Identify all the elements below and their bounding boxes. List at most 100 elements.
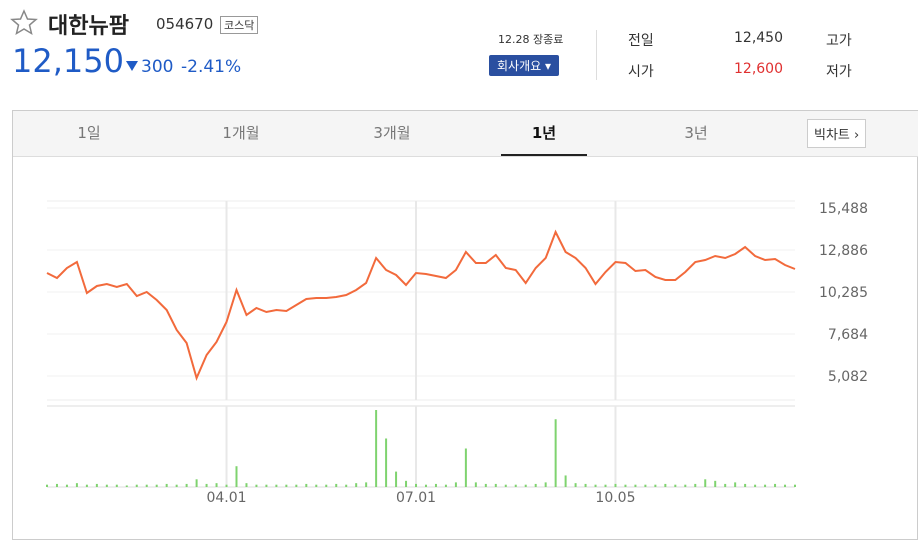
volume-bar <box>185 483 188 487</box>
volume-bar <box>744 483 747 487</box>
volume-bar <box>175 484 178 487</box>
volume-bar <box>145 484 148 487</box>
volume-bar <box>265 484 268 487</box>
period-tab[interactable]: 1일 <box>77 124 101 142</box>
volume-bar <box>405 480 408 487</box>
x-tick-label: 04.01 <box>206 490 246 506</box>
volume-bar <box>464 448 467 487</box>
volume-bar <box>614 483 617 487</box>
price-line <box>46 229 796 381</box>
volume-bar <box>454 482 457 487</box>
volume-bar <box>385 438 388 487</box>
volume-bar <box>574 483 577 487</box>
price-change: 300 <box>141 57 174 77</box>
volume-bar <box>474 482 477 487</box>
big-chart-button[interactable]: 빅차트 › <box>807 119 867 148</box>
volume-bar <box>85 484 88 487</box>
volume-bar <box>295 484 298 487</box>
volume-bar <box>764 484 767 487</box>
volume-bar <box>315 484 318 487</box>
volume-bar <box>75 483 78 487</box>
open-value: 12,600 <box>734 61 783 77</box>
volume-bar <box>165 483 168 487</box>
volume-bar <box>714 480 717 487</box>
period-tab[interactable]: 1년 <box>531 124 557 142</box>
favorite-star[interactable] <box>10 8 40 36</box>
volume-bar <box>724 483 727 487</box>
volume-bar <box>494 483 497 487</box>
period-tab[interactable]: 3개월 <box>373 124 411 142</box>
market-badge: 코스닥 <box>220 16 259 34</box>
volume-bar <box>684 484 687 487</box>
volume-bar <box>664 483 667 487</box>
volume-bar <box>365 482 368 487</box>
volume-bar <box>594 484 597 487</box>
volume-bar <box>135 484 138 487</box>
volume-bar <box>305 483 308 487</box>
active-tab-underline <box>501 154 587 156</box>
volume-bar <box>704 479 707 487</box>
volume-bar <box>544 482 547 487</box>
volume-bar <box>95 483 98 487</box>
volume-bar <box>754 484 757 487</box>
period-tab[interactable]: 3년 <box>684 124 708 142</box>
open-label: 시가 <box>628 64 654 80</box>
volume-bar <box>564 475 567 487</box>
change-rate: -2.41% <box>181 57 242 77</box>
volume-bar <box>624 484 627 487</box>
volume-bar <box>734 482 737 487</box>
volume-bar <box>504 484 507 487</box>
current-price: 12,150 <box>12 42 124 80</box>
prev-label: 전일 <box>628 33 654 49</box>
volume-bar <box>424 484 427 487</box>
high-label: 고가 <box>826 33 852 49</box>
volume-bar <box>604 484 607 487</box>
volume-bar <box>255 484 258 487</box>
volume-bar <box>415 483 418 487</box>
volume-bar <box>335 483 338 487</box>
divider <box>596 30 597 80</box>
company-button-label: 회사개요 <box>497 59 542 73</box>
tab-bar <box>13 111 918 157</box>
volume-bar <box>115 484 118 487</box>
volume-bar <box>285 484 288 487</box>
period-tab[interactable]: 1개월 <box>222 124 260 142</box>
volume-bar <box>125 485 128 487</box>
company-button[interactable]: 회사개요 ▾ <box>489 55 560 76</box>
volume-bar <box>774 483 777 487</box>
down-arrow <box>126 61 138 71</box>
volume-bar <box>395 471 398 487</box>
volume-bar <box>444 484 447 487</box>
volume-bar <box>634 484 637 487</box>
volume-bar <box>784 484 787 487</box>
volume-bar <box>275 484 278 487</box>
prev-value: 12,450 <box>734 30 783 46</box>
volume-bar <box>105 484 108 487</box>
volume-bar <box>345 484 348 487</box>
volume-bar <box>794 484 796 487</box>
volume-bar <box>584 483 587 487</box>
stock-name: 대한뉴팜 <box>48 14 129 39</box>
volume-bar <box>524 484 527 487</box>
market-status: 12.28 장종료 <box>498 33 564 46</box>
volume-bar <box>65 484 68 487</box>
volume-bar <box>355 483 358 487</box>
volume-bar <box>55 483 58 487</box>
volume-bar <box>215 483 218 487</box>
y-tick-label: 10,285 <box>819 285 868 301</box>
y-tick-label: 5,082 <box>828 369 868 385</box>
volume-bar <box>245 483 248 487</box>
volume-bar <box>534 483 537 487</box>
y-tick-label: 15,488 <box>819 201 868 217</box>
volume-bar <box>325 484 328 487</box>
y-tick-label: 7,684 <box>828 327 868 343</box>
low-label: 저가 <box>826 64 852 80</box>
volume-bar <box>225 484 228 487</box>
volume-bar <box>434 483 437 487</box>
volume-bar <box>554 419 557 487</box>
volume-bar <box>484 483 487 487</box>
volume-bar <box>644 484 647 487</box>
volume-bar <box>205 483 208 487</box>
x-tick-label: 07.01 <box>396 490 436 506</box>
